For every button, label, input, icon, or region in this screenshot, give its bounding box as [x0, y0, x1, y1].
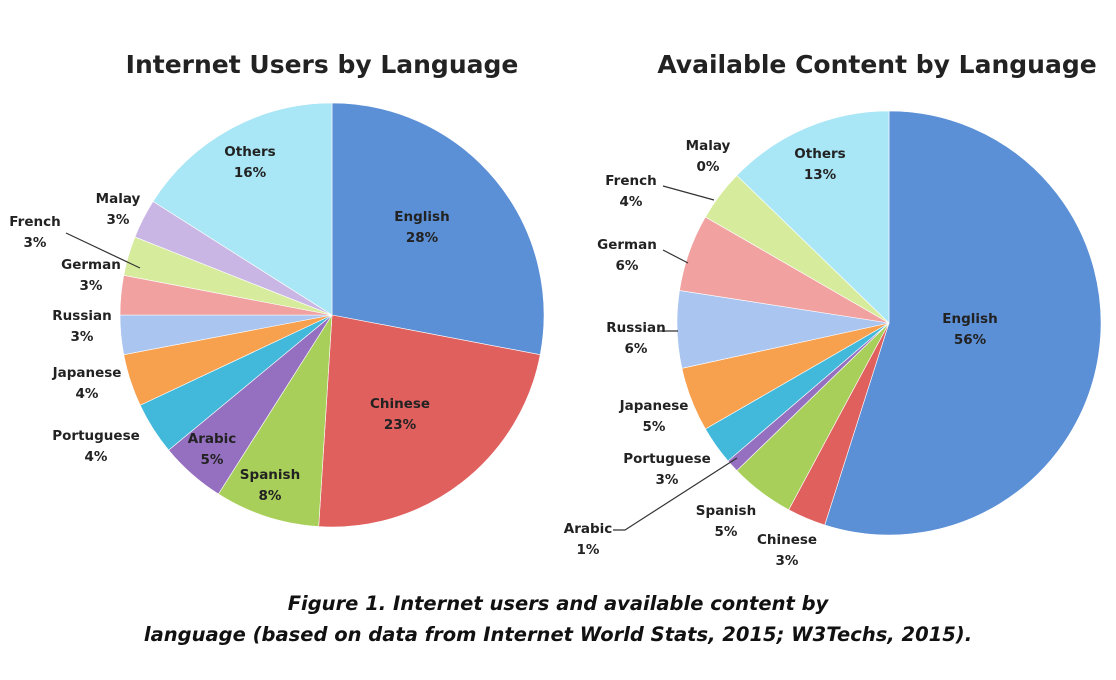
- leader-line: [662, 185, 715, 201]
- slice-label-name: Portuguese: [52, 428, 140, 444]
- slice-label-percent: 5%: [642, 419, 666, 435]
- slice-label-percent: 3%: [775, 553, 799, 569]
- internet-users-pie-chart: Internet Users by Language English 28% Chi…: [0, 0, 560, 580]
- pie-available-content: [613, 110, 1102, 536]
- leader-line: [662, 249, 689, 264]
- slice-label-russian: Russian 6%: [606, 318, 665, 360]
- slice-label-arabic: Arabic 1%: [564, 519, 613, 561]
- slice-label-spanish: Spanish 5%: [696, 501, 756, 543]
- slice-label-percent: 3%: [23, 235, 47, 251]
- slice-label-spanish: Spanish 8%: [240, 465, 300, 507]
- slice-label-percent: 13%: [803, 167, 837, 183]
- slice-label-name: Chinese: [756, 532, 818, 548]
- slice-label-percent: 3%: [655, 472, 679, 488]
- slice-label-english: English 28%: [394, 207, 449, 249]
- slice-label-name: Arabic: [187, 431, 237, 447]
- slice-label-portuguese: Portuguese 3%: [623, 449, 711, 491]
- slice-english: [824, 110, 1102, 536]
- slice-label-french: French 4%: [605, 171, 656, 213]
- slice-others: [152, 102, 333, 316]
- slice-label-percent: 3%: [70, 329, 94, 345]
- figure-caption: Figure 1. Internet users and available c…: [0, 588, 1116, 650]
- slice-label-percent: 56%: [953, 332, 987, 348]
- slice-label-name: Others: [224, 144, 276, 160]
- slice-label-percent: 16%: [233, 165, 267, 181]
- pie-internet-users: [65, 102, 545, 528]
- caption-line-1: Figure 1. Internet users and available c…: [287, 592, 829, 615]
- slice-label-name: Malay: [95, 191, 141, 207]
- slice-label-chinese: Chinese 23%: [370, 394, 430, 436]
- slice-label-malay: Malay 3%: [96, 189, 141, 231]
- available-content-pie-chart: Available Content by Language English 56%…: [564, 50, 1102, 572]
- slice-label-name: German: [597, 237, 657, 253]
- slice-spanish: [217, 314, 333, 527]
- slice-label-percent: 6%: [615, 258, 639, 274]
- slice-label-french: French 3%: [9, 212, 60, 254]
- slice-label-others: Others 13%: [794, 144, 845, 186]
- slice-label-malay: Malay 0%: [686, 136, 731, 178]
- slice-label-percent: 4%: [619, 194, 643, 210]
- slice-english: [331, 102, 545, 356]
- slice-label-percent: 23%: [383, 417, 417, 433]
- slice-label-name: Malay: [685, 138, 731, 154]
- slice-label-name: French: [9, 214, 61, 230]
- slice-label-english: English 56%: [942, 309, 997, 351]
- slice-label-arabic: Arabic 5%: [188, 429, 237, 471]
- slice-label-name: Portuguese: [623, 451, 711, 467]
- slice-label-percent: 0%: [696, 159, 720, 175]
- slice-label-percent: 3%: [106, 212, 130, 228]
- slice-label-portuguese: Portuguese 4%: [52, 426, 140, 468]
- slice-label-chinese: Chinese 3%: [757, 530, 817, 572]
- slice-label-name: English: [942, 311, 998, 327]
- slice-label-name: French: [605, 173, 657, 189]
- slice-label-percent: 3%: [79, 278, 103, 294]
- slice-label-percent: 5%: [714, 524, 738, 540]
- slice-label-name: Japanese: [52, 365, 122, 381]
- slice-label-percent: 4%: [84, 449, 108, 465]
- slice-label-russian: Russian 3%: [52, 306, 111, 348]
- chart-title-internet-users: Internet Users by Language: [125, 50, 519, 79]
- slice-label-others: Others 16%: [224, 142, 275, 184]
- slice-label-percent: 28%: [405, 230, 439, 246]
- slice-label-percent: 5%: [200, 452, 224, 468]
- leader-line: [65, 232, 141, 269]
- slice-label-japanese: Japanese 5%: [620, 396, 689, 438]
- slice-chinese: [318, 314, 541, 528]
- chart-title-available-content: Available Content by Language: [657, 50, 1097, 79]
- slice-label-percent: 4%: [75, 386, 99, 402]
- slice-label-german: German 3%: [61, 255, 121, 297]
- slice-label-percent: 8%: [258, 488, 282, 504]
- slice-label-name: English: [394, 209, 450, 225]
- slice-others: [736, 110, 890, 324]
- slice-label-percent: 1%: [576, 542, 600, 558]
- slice-label-name: Spanish: [239, 467, 301, 483]
- slice-label-percent: 6%: [624, 341, 648, 357]
- slice-label-name: Chinese: [369, 396, 431, 412]
- slice-label-name: Others: [794, 146, 846, 162]
- slice-label-name: German: [61, 257, 121, 273]
- slice-label-name: Arabic: [563, 521, 613, 537]
- leader-line: [613, 457, 738, 531]
- caption-line-2: language (based on data from Internet Wo…: [143, 623, 973, 646]
- slice-label-german: German 6%: [597, 235, 657, 277]
- slice-label-name: Russian: [606, 320, 666, 336]
- slice-label-name: Russian: [52, 308, 112, 324]
- slice-label-japanese: Japanese 4%: [53, 363, 122, 405]
- slice-label-name: Japanese: [619, 398, 689, 414]
- slice-label-name: Spanish: [695, 503, 757, 519]
